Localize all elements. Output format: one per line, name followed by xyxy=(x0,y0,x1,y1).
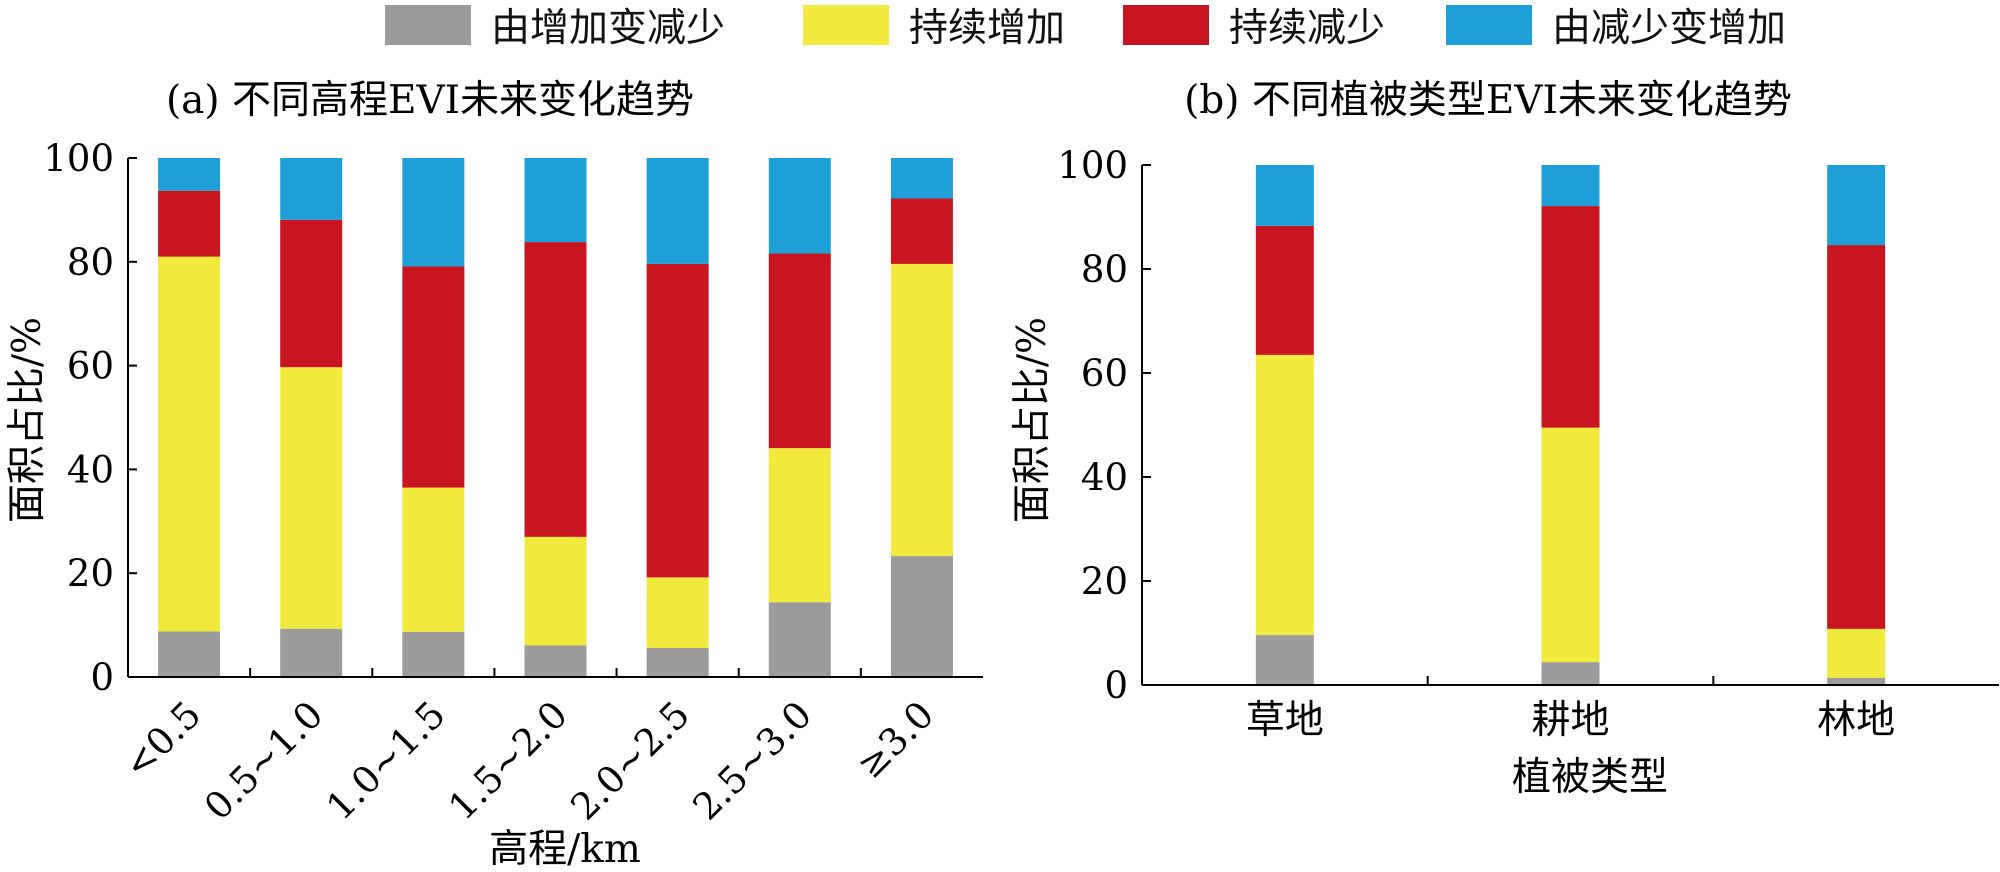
legend-swatch xyxy=(385,5,471,45)
y-tick-label: 40 xyxy=(67,448,114,491)
bar-segment xyxy=(1255,635,1314,685)
bar-segment xyxy=(890,556,953,677)
bar-segment xyxy=(1541,206,1600,428)
bar-segment xyxy=(158,190,221,257)
bar-segment xyxy=(1541,427,1600,663)
bar-segment xyxy=(158,158,221,191)
bar-segment xyxy=(768,158,831,254)
chart-b-xlabel: 植被类型 xyxy=(1512,755,1668,800)
bar-segment xyxy=(1827,245,1886,629)
y-tick-label: 100 xyxy=(43,137,114,180)
bar-segment xyxy=(768,448,831,603)
bar-segment xyxy=(1541,165,1600,207)
y-tick-label: 20 xyxy=(1081,560,1128,603)
bar-segment xyxy=(1827,628,1886,678)
x-tick-label: 草地 xyxy=(1246,698,1324,743)
bar-segment xyxy=(1827,677,1886,685)
bar-segment xyxy=(890,198,953,264)
bar-segment xyxy=(402,487,465,632)
bar-segment xyxy=(280,367,343,629)
y-tick-label: 0 xyxy=(1104,664,1128,707)
y-tick-label: 40 xyxy=(1081,456,1128,499)
bar-segment xyxy=(524,158,587,243)
legend-item: 由减少变增加 xyxy=(1446,3,1786,51)
bar-segment xyxy=(646,647,709,677)
bar-segment xyxy=(402,158,465,267)
chart-a-title: (a) 不同高程EVI未来变化趋势 xyxy=(166,78,694,123)
legend-label: 由增加变减少 xyxy=(491,6,726,51)
y-tick-label: 80 xyxy=(67,241,114,284)
bar-segment xyxy=(524,645,587,677)
bar-segment xyxy=(158,631,221,677)
bar-segment xyxy=(524,536,587,646)
bar-segment xyxy=(280,219,343,368)
legend-item: 持续减少 xyxy=(1123,3,1385,51)
legend-label: 持续增加 xyxy=(909,6,1066,51)
bar-segment xyxy=(524,242,587,537)
bar-segment xyxy=(402,266,465,488)
bar-segment xyxy=(402,631,465,677)
legend-label: 由减少变增加 xyxy=(1552,6,1787,51)
bar-segment xyxy=(646,577,709,648)
bar-segment xyxy=(1255,165,1314,226)
bar-segment xyxy=(1255,225,1314,355)
chart-b-ylabel: 面积占比/% xyxy=(1010,317,1055,523)
bar-segment xyxy=(1827,165,1886,246)
legend-swatch xyxy=(1446,5,1532,45)
bar-segment xyxy=(890,263,953,557)
legend-swatch xyxy=(803,5,889,45)
legend-swatch xyxy=(1123,5,1209,45)
bar-segment xyxy=(768,253,831,449)
bar-segment xyxy=(646,158,709,264)
chart-a-ylabel: 面积占比/% xyxy=(5,317,50,523)
legend-item: 持续增加 xyxy=(803,3,1065,51)
y-tick-label: 100 xyxy=(1057,144,1128,187)
bar-segment xyxy=(280,158,343,220)
legend-item: 由增加变减少 xyxy=(385,3,725,51)
chart-a-xlabel: 高程/km xyxy=(489,827,641,872)
x-tick-label: 林地 xyxy=(1817,698,1895,743)
y-tick-label: 20 xyxy=(67,552,114,595)
bar-segment xyxy=(280,628,343,677)
y-tick-label: 80 xyxy=(1081,248,1128,291)
y-tick-label: 60 xyxy=(1081,352,1128,395)
bar-segment xyxy=(1255,354,1314,636)
bar-segment xyxy=(158,256,221,632)
bar-segment xyxy=(1541,662,1600,685)
chart-legend: 由增加变减少 持续增加 持续减少 由减少变增加 xyxy=(0,0,2000,51)
y-tick-label: 0 xyxy=(90,656,114,699)
bar-segment xyxy=(768,602,831,677)
bar-segment xyxy=(646,263,709,578)
legend-label: 持续减少 xyxy=(1229,6,1386,51)
chart-b-title: (b) 不同植被类型EVI未来变化趋势 xyxy=(1184,78,1792,123)
bar-segment xyxy=(890,158,953,199)
x-tick-label: 耕地 xyxy=(1531,698,1609,743)
y-tick-label: 60 xyxy=(67,345,114,388)
